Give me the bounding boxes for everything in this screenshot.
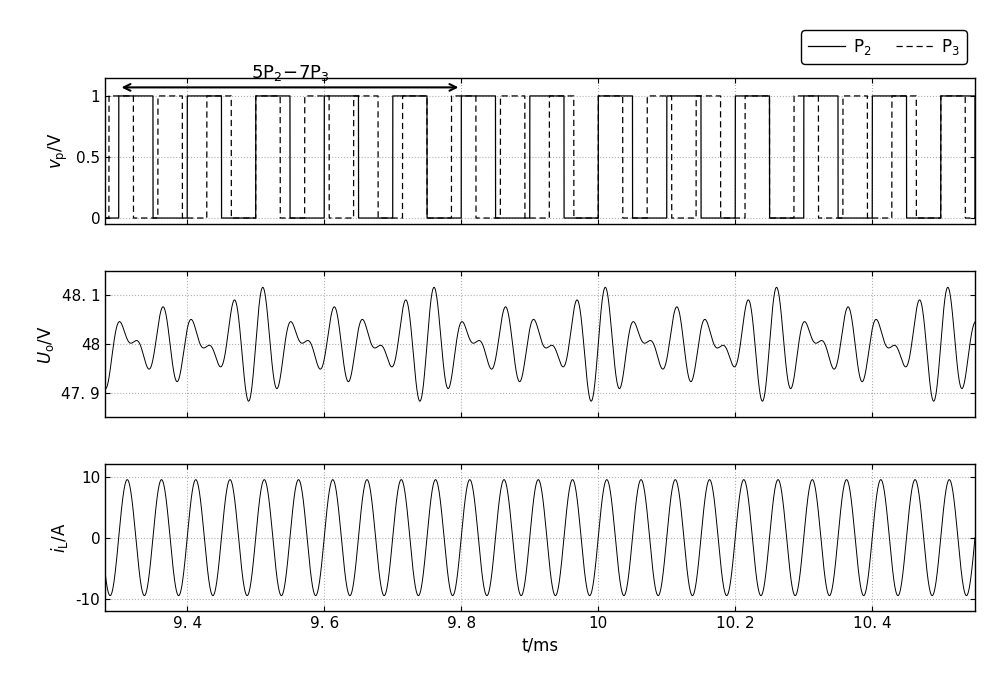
$\mathrm{P}_2$ xyxy=(887,92,899,100)
$\mathrm{P}_2$ xyxy=(119,92,131,100)
$\mathrm{P}_2$ xyxy=(206,92,218,100)
Y-axis label: $U_\mathrm{o}$/V: $U_\mathrm{o}$/V xyxy=(36,325,56,364)
Line: $\mathrm{P}_2$: $\mathrm{P}_2$ xyxy=(105,96,975,218)
Legend: $\mathrm{P}_2$, $\mathrm{P}_3$: $\mathrm{P}_2$, $\mathrm{P}_3$ xyxy=(801,30,967,63)
$\mathrm{P}_3$ xyxy=(206,92,218,100)
$\mathrm{P}_2$ xyxy=(927,214,939,222)
$\mathrm{P}_3$ xyxy=(887,92,899,100)
Y-axis label: $v_\mathrm{p}$/V: $v_\mathrm{p}$/V xyxy=(47,132,70,169)
$\mathrm{P}_2$ xyxy=(969,214,981,222)
$\mathrm{P}_3$ xyxy=(653,92,665,100)
$\mathrm{P}_2$ xyxy=(99,214,111,222)
X-axis label: t/ms: t/ms xyxy=(521,637,559,654)
Text: $5\mathrm{P}_2\!-\!7\mathrm{P}_3$: $5\mathrm{P}_2\!-\!7\mathrm{P}_3$ xyxy=(251,63,329,83)
$\mathrm{P}_2$ xyxy=(557,92,569,100)
$\mathrm{P}_3$ xyxy=(557,92,569,100)
$\mathrm{P}_3$ xyxy=(969,214,981,222)
$\mathrm{P}_2$ xyxy=(113,92,125,100)
$\mathrm{P}_3$ xyxy=(103,92,115,100)
Y-axis label: $i_\mathrm{L}$/A: $i_\mathrm{L}$/A xyxy=(49,522,70,553)
$\mathrm{P}_3$ xyxy=(99,214,111,222)
$\mathrm{P}_3$ xyxy=(119,92,131,100)
Line: $\mathrm{P}_3$: $\mathrm{P}_3$ xyxy=(105,96,975,218)
$\mathrm{P}_2$ xyxy=(653,214,665,222)
$\mathrm{P}_3$ xyxy=(927,214,939,222)
